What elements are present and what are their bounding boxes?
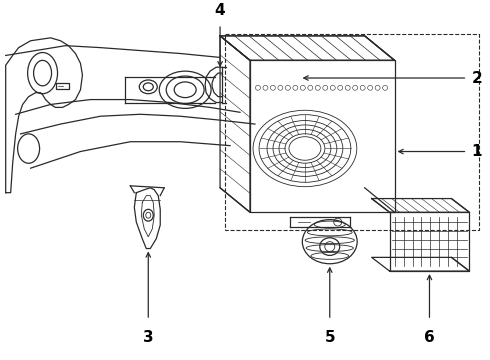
Text: 2: 2 (471, 71, 482, 86)
Text: 6: 6 (424, 330, 435, 345)
Bar (225, 34, 479, 230)
Bar (55, 83, 70, 89)
Text: 1: 1 (471, 144, 482, 159)
Text: 3: 3 (143, 330, 153, 345)
Text: 5: 5 (324, 330, 335, 345)
Text: 4: 4 (215, 3, 225, 18)
